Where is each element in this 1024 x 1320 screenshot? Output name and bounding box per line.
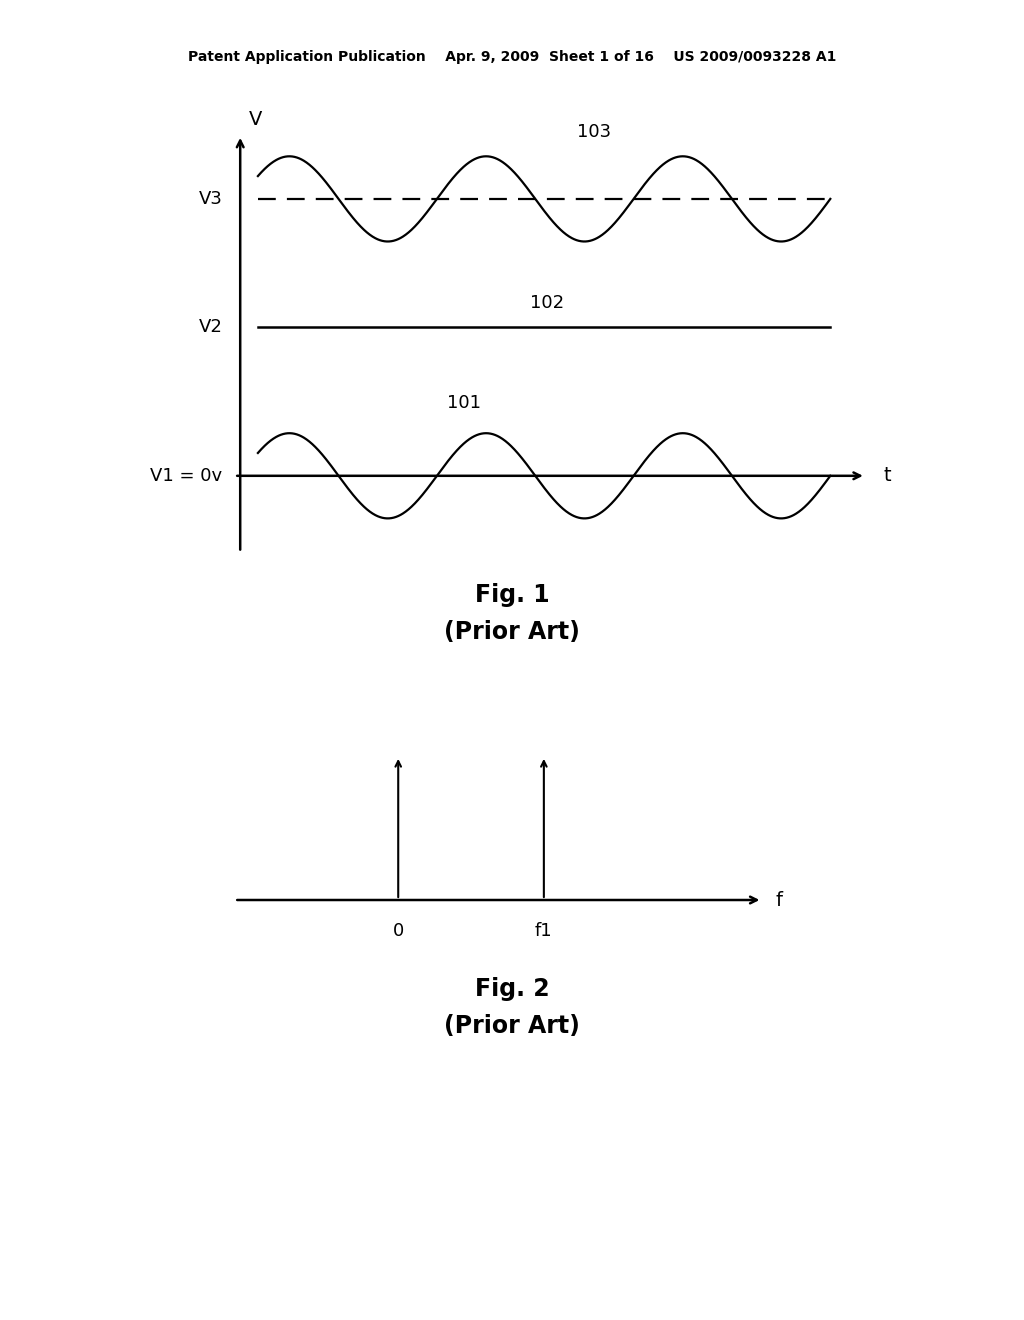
- Text: Fig. 2: Fig. 2: [475, 977, 549, 1001]
- Text: f: f: [776, 891, 783, 909]
- Text: f1: f1: [536, 921, 553, 940]
- Text: 102: 102: [530, 294, 564, 312]
- Text: V: V: [249, 110, 262, 128]
- Text: 101: 101: [447, 393, 481, 412]
- Text: V2: V2: [199, 318, 222, 335]
- Text: (Prior Art): (Prior Art): [444, 1014, 580, 1038]
- Text: V3: V3: [199, 190, 222, 209]
- Text: (Prior Art): (Prior Art): [444, 620, 580, 644]
- Text: 103: 103: [578, 123, 611, 141]
- Text: Patent Application Publication    Apr. 9, 2009  Sheet 1 of 16    US 2009/0093228: Patent Application Publication Apr. 9, 2…: [187, 50, 837, 65]
- Text: Fig. 1: Fig. 1: [475, 583, 549, 607]
- Text: 0: 0: [392, 921, 403, 940]
- Text: t: t: [884, 466, 891, 486]
- Text: V1 = 0v: V1 = 0v: [151, 467, 222, 484]
